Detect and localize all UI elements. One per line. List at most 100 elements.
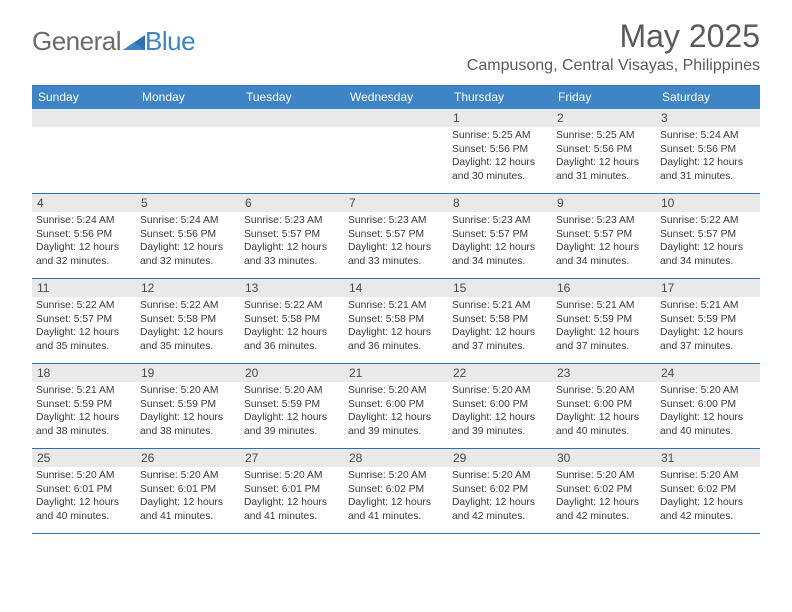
day-info: Sunrise: 5:20 AMSunset: 6:00 PMDaylight:… <box>556 384 652 438</box>
logo-text-general: General <box>32 26 121 57</box>
logo-triangle-icon <box>123 33 147 51</box>
day-cell: 19 Sunrise: 5:20 AMSunset: 5:59 PMDayligh… <box>136 364 240 448</box>
day-cell <box>32 109 136 193</box>
day-number: 19 <box>136 364 240 382</box>
sunset-text: Sunset: 5:57 PM <box>452 228 548 242</box>
day-number: 24 <box>656 364 760 382</box>
day-cell: 12Sunrise: 5:22 AMSunset: 5:58 PMDayligh… <box>136 279 240 363</box>
day-cell: 7Sunrise: 5:23 AMSunset: 5:57 PMDaylight… <box>344 194 448 278</box>
day-cell: 31Sunrise: 5:20 AMSunset: 6:02 PMDayligh… <box>656 449 760 533</box>
day-number: 13 <box>240 279 344 297</box>
day-number: 15 <box>448 279 552 297</box>
day-number: 6 <box>240 194 344 212</box>
sunrise-text: Sunrise: 5:20 AM <box>140 384 236 398</box>
daylight-text: Daylight: 12 hours and 37 minutes. <box>660 326 756 353</box>
daylight-text: Daylight: 12 hours and 38 minutes. <box>140 411 236 438</box>
day-info: Sunrise: 5:20 AMSunset: 6:02 PMDaylight:… <box>660 469 756 523</box>
day-number: 4 <box>32 194 136 212</box>
day-info: Sunrise: 5:21 AMSunset: 5:58 PMDaylight:… <box>452 299 548 353</box>
day-number: 10 <box>656 194 760 212</box>
sunrise-text: Sunrise: 5:21 AM <box>36 384 132 398</box>
weekday-saturday: Saturday <box>656 86 760 109</box>
day-cell: 29Sunrise: 5:20 AMSunset: 6:02 PMDayligh… <box>448 449 552 533</box>
weekday-tuesday: Tuesday <box>240 86 344 109</box>
day-info: Sunrise: 5:20 AMSunset: 6:00 PMDaylight:… <box>660 384 756 438</box>
day-number: 2 <box>552 109 656 127</box>
sunset-text: Sunset: 6:00 PM <box>556 398 652 412</box>
day-number: 25 <box>32 449 136 467</box>
day-cell: 11Sunrise: 5:22 AMSunset: 5:57 PMDayligh… <box>32 279 136 363</box>
sunset-text: Sunset: 6:02 PM <box>452 483 548 497</box>
sunset-text: Sunset: 5:57 PM <box>556 228 652 242</box>
day-cell <box>136 109 240 193</box>
daylight-text: Daylight: 12 hours and 41 minutes. <box>140 496 236 523</box>
sunset-text: Sunset: 5:59 PM <box>140 398 236 412</box>
day-number: 23 <box>552 364 656 382</box>
sunset-text: Sunset: 6:00 PM <box>660 398 756 412</box>
sunrise-text: Sunrise: 5:20 AM <box>348 384 444 398</box>
day-info: Sunrise: 5:24 AMSunset: 5:56 PMDaylight:… <box>660 129 756 183</box>
daylight-text: Daylight: 12 hours and 37 minutes. <box>556 326 652 353</box>
day-info: Sunrise: 5:22 AMSunset: 5:57 PMDaylight:… <box>660 214 756 268</box>
day-cell: 5 Sunrise: 5:24 AMSunset: 5:56 PMDaylight… <box>136 194 240 278</box>
day-number <box>240 109 344 127</box>
day-number: 18 <box>32 364 136 382</box>
day-cell: 24 Sunrise: 5:20 AMSunset: 6:00 PMDayligh… <box>656 364 760 448</box>
calendar-page: General Blue May 2025 Campusong, Central… <box>0 0 792 534</box>
sunrise-text: Sunrise: 5:22 AM <box>660 214 756 228</box>
day-info: Sunrise: 5:20 AMSunset: 6:02 PMDaylight:… <box>556 469 652 523</box>
daylight-text: Daylight: 12 hours and 35 minutes. <box>36 326 132 353</box>
day-number: 5 <box>136 194 240 212</box>
sunrise-text: Sunrise: 5:25 AM <box>452 129 548 143</box>
sunset-text: Sunset: 5:56 PM <box>556 143 652 157</box>
daylight-text: Daylight: 12 hours and 33 minutes. <box>348 241 444 268</box>
day-info: Sunrise: 5:21 AMSunset: 5:59 PMDaylight:… <box>36 384 132 438</box>
day-cell: 18 Sunrise: 5:21 AMSunset: 5:59 PMDayligh… <box>32 364 136 448</box>
day-info: Sunrise: 5:20 AMSunset: 6:01 PMDaylight:… <box>36 469 132 523</box>
weekday-friday: Friday <box>552 86 656 109</box>
day-cell: 1Sunrise: 5:25 AMSunset: 5:56 PMDaylight… <box>448 109 552 193</box>
weekday-thursday: Thursday <box>448 86 552 109</box>
sunset-text: Sunset: 5:57 PM <box>660 228 756 242</box>
day-info: Sunrise: 5:20 AMSunset: 6:01 PMDaylight:… <box>140 469 236 523</box>
daylight-text: Daylight: 12 hours and 41 minutes. <box>348 496 444 523</box>
daylight-text: Daylight: 12 hours and 42 minutes. <box>556 496 652 523</box>
sunset-text: Sunset: 6:00 PM <box>348 398 444 412</box>
sunrise-text: Sunrise: 5:20 AM <box>348 469 444 483</box>
sunset-text: Sunset: 5:56 PM <box>36 228 132 242</box>
day-cell: 4 Sunrise: 5:24 AMSunset: 5:56 PMDaylight… <box>32 194 136 278</box>
day-number: 3 <box>656 109 760 127</box>
day-cell: 15 Sunrise: 5:21 AMSunset: 5:58 PMDayligh… <box>448 279 552 363</box>
week-row: 4Sunrise: 5:24 AMSunset: 5:56 PMDaylight… <box>32 194 760 279</box>
sunset-text: Sunset: 5:56 PM <box>140 228 236 242</box>
sunrise-text: Sunrise: 5:23 AM <box>244 214 340 228</box>
day-number <box>344 109 448 127</box>
sunrise-text: Sunrise: 5:20 AM <box>140 469 236 483</box>
weekday-sunday: Sunday <box>32 86 136 109</box>
sunrise-text: Sunrise: 5:25 AM <box>556 129 652 143</box>
day-info: Sunrise: 5:20 AMSunset: 6:02 PMDaylight:… <box>452 469 548 523</box>
day-info: Sunrise: 5:20 AMSunset: 6:00 PMDaylight:… <box>452 384 548 438</box>
location-subtitle: Campusong, Central Visayas, Philippines <box>467 57 760 75</box>
day-number: 16 <box>552 279 656 297</box>
sunset-text: Sunset: 5:58 PM <box>244 313 340 327</box>
day-cell: 2 Sunrise: 5:25 AMSunset: 5:56 PMDaylight… <box>552 109 656 193</box>
daylight-text: Daylight: 12 hours and 35 minutes. <box>140 326 236 353</box>
day-info: Sunrise: 5:24 AMSunset: 5:56 PMDaylight:… <box>36 214 132 268</box>
sunrise-text: Sunrise: 5:22 AM <box>140 299 236 313</box>
daylight-text: Daylight: 12 hours and 40 minutes. <box>660 411 756 438</box>
logo: General Blue <box>32 18 195 57</box>
sunrise-text: Sunrise: 5:23 AM <box>348 214 444 228</box>
day-number <box>136 109 240 127</box>
daylight-text: Daylight: 12 hours and 30 minutes. <box>452 156 548 183</box>
daylight-text: Daylight: 12 hours and 42 minutes. <box>660 496 756 523</box>
day-number: 7 <box>344 194 448 212</box>
daylight-text: Daylight: 12 hours and 31 minutes. <box>556 156 652 183</box>
sunset-text: Sunset: 6:01 PM <box>140 483 236 497</box>
sunset-text: Sunset: 6:01 PM <box>244 483 340 497</box>
day-number: 22 <box>448 364 552 382</box>
daylight-text: Daylight: 12 hours and 32 minutes. <box>140 241 236 268</box>
day-info: Sunrise: 5:24 AMSunset: 5:56 PMDaylight:… <box>140 214 236 268</box>
day-cell: 13Sunrise: 5:22 AMSunset: 5:58 PMDayligh… <box>240 279 344 363</box>
sunrise-text: Sunrise: 5:20 AM <box>244 469 340 483</box>
